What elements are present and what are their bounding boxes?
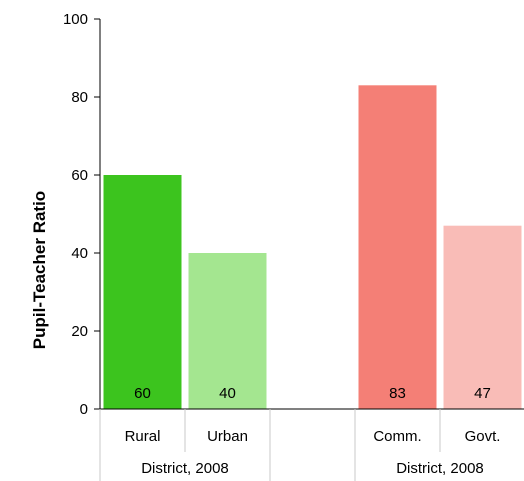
data-label: 40 <box>219 385 236 402</box>
y-tick-label: 60 <box>71 167 88 184</box>
group-label: District, 2008 <box>396 460 484 477</box>
y-tick-label: 20 <box>71 323 88 340</box>
x-tick-label: Urban <box>207 428 248 445</box>
bar-govt <box>443 225 522 409</box>
bar-urban <box>188 253 267 409</box>
y-tick-label: 0 <box>80 401 88 418</box>
y-tick-label: 80 <box>71 89 88 106</box>
bar-rural <box>103 175 182 409</box>
group-label: District, 2008 <box>141 460 229 477</box>
x-tick-label: Govt. <box>465 428 501 445</box>
data-label: 60 <box>134 385 151 402</box>
y-axis: 0 20 40 60 80 100 <box>63 11 101 418</box>
y-axis-label: Pupil-Teacher Ratio <box>30 191 49 349</box>
data-label: 47 <box>474 385 491 402</box>
data-label: 83 <box>389 385 406 402</box>
x-tick-label: Rural <box>125 428 161 445</box>
bars: 60 40 83 47 <box>103 85 522 410</box>
bar-comm <box>358 85 437 410</box>
x-axis: Rural Urban Comm. Govt. District, 2008 Distri… <box>99 408 524 481</box>
y-tick-label: 40 <box>71 245 88 262</box>
x-tick-label: Comm. <box>373 428 421 445</box>
y-tick-label: 100 <box>63 11 88 28</box>
